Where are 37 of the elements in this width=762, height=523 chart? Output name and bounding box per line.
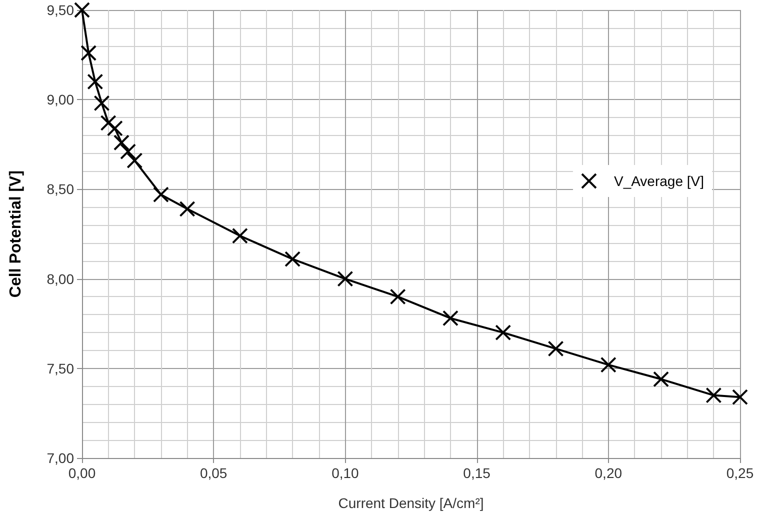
x-axis-title: Current Density [A/cm²] [338,495,484,511]
point [87,74,104,90]
point [600,356,616,373]
point [442,310,458,326]
y-tick-label: 8,50 [46,181,74,198]
point [106,120,123,136]
point [732,389,748,406]
point [337,270,354,287]
point [74,2,90,18]
point [152,186,169,203]
point [232,228,248,244]
point [653,371,670,388]
legend-label: V_Average [V] [614,173,704,189]
point [495,324,512,341]
point [548,340,564,357]
point [100,114,116,131]
x-tick-label: 0,00 [68,465,96,481]
point [706,387,722,404]
y-tick-label: 9,00 [46,92,74,108]
x-tick-label: 0,25 [726,465,754,481]
y-axis-title: Cell Potential [V] [8,170,24,298]
y-tick-label: 9,50 [46,2,74,18]
x-tick-label: 0,05 [200,465,228,481]
point [126,152,143,169]
y-tick-label: 7,00 [46,450,74,466]
point [80,45,97,62]
point [120,144,136,160]
y-tick-label: 7,50 [46,360,74,376]
point [94,95,110,112]
point [179,200,196,217]
point [390,288,406,305]
point [113,134,130,151]
y-tick-label: 8,00 [46,270,74,287]
x-tick-label: 0,20 [594,465,622,481]
point [284,251,301,268]
x-tick-label: 0,15 [463,465,491,481]
x-tick-label: 0,10 [332,465,360,481]
